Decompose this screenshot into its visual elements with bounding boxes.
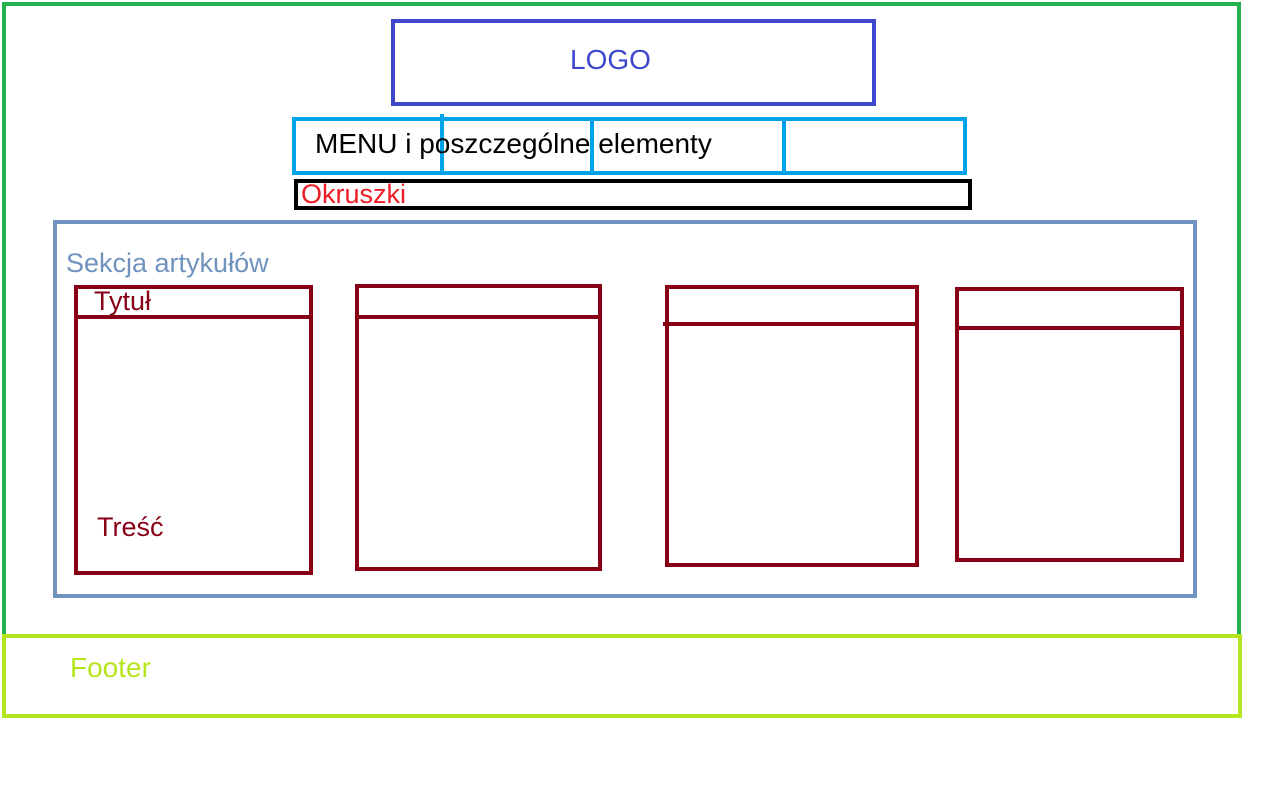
article-card-2-title-divider [355, 315, 602, 319]
article-card-1-title-label: Tytuł [94, 286, 152, 316]
footer-box [2, 634, 1242, 718]
article-card-4-title-divider [955, 326, 1184, 330]
article-card-3-title-divider [663, 322, 919, 326]
menu-divider-1 [440, 114, 444, 175]
logo-label: LOGO [570, 44, 651, 75]
menu-divider-3 [782, 117, 786, 175]
menu-box [292, 117, 967, 175]
article-card-1 [74, 285, 313, 575]
articles-section-label: Sekcja artykułów [66, 248, 269, 278]
article-card-4 [955, 287, 1184, 562]
menu-label: MENU i poszczególne elementy [315, 128, 712, 159]
articles-section-box [53, 220, 1197, 598]
breadcrumbs-label: Okruszki [301, 179, 407, 209]
logo-box [391, 19, 876, 106]
article-card-1-body-label: Treść [97, 512, 164, 542]
footer-label: Footer [70, 652, 151, 683]
article-card-3 [665, 285, 919, 567]
article-card-2 [355, 284, 602, 571]
menu-divider-2 [590, 117, 594, 175]
article-card-1-title-divider [74, 315, 313, 319]
breadcrumbs-box [294, 179, 972, 210]
